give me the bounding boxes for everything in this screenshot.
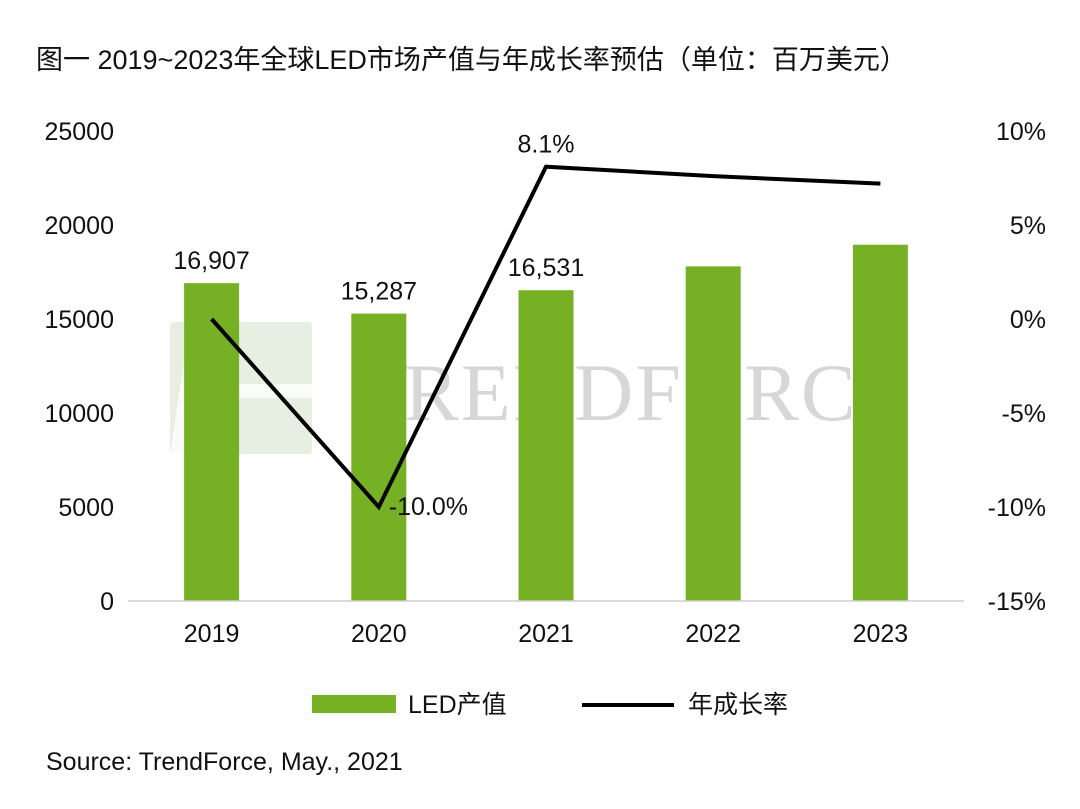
- bar-2019: [184, 283, 240, 601]
- right-axis-tick: 5%: [1010, 212, 1046, 240]
- x-axis-tick: 2021: [518, 620, 574, 648]
- line-data-label: -10.0%: [389, 493, 468, 521]
- bar-2021: [518, 290, 574, 601]
- x-axis-tick: 2020: [351, 620, 407, 648]
- left-axis-tick: 10000: [44, 400, 114, 428]
- legend-bar-label: LED产值: [408, 691, 507, 719]
- bar-2023: [852, 244, 908, 602]
- left-axis-tick: 5000: [58, 494, 114, 522]
- x-axis-tick: 2023: [853, 620, 909, 648]
- left-axis-tick: 0: [100, 588, 114, 616]
- legend-line-label: 年成长率: [688, 691, 788, 719]
- growth-rate-line: [210, 164, 881, 511]
- x-axis-tick: 2022: [685, 620, 741, 648]
- legend-bar-swatch: [312, 695, 396, 713]
- right-axis-tick: -5%: [1002, 400, 1046, 428]
- right-axis-tick: 10%: [996, 118, 1046, 146]
- bar-data-label: 16,531: [508, 254, 584, 282]
- x-axis-tick: 2019: [184, 620, 240, 648]
- right-axis-tick: 0%: [1010, 306, 1046, 334]
- right-axis-tick: -10%: [988, 494, 1046, 522]
- left-axis-tick: 20000: [44, 212, 114, 240]
- bar-data-label: 15,287: [341, 278, 417, 306]
- line-data-label: 8.1%: [518, 131, 575, 159]
- left-axis-tick: 25000: [44, 118, 114, 146]
- bar-data-label: 16,907: [173, 247, 249, 275]
- chart-title: 图一 2019~2023年全球LED市场产值与年成长率预估（单位：百万美元）: [36, 45, 907, 75]
- bar-2022: [685, 266, 741, 601]
- source-note: Source: TrendForce, May., 2021: [46, 748, 403, 776]
- right-axis-tick: -15%: [988, 588, 1046, 616]
- bar-2020: [351, 313, 407, 601]
- legend: LED产值 年成长率: [312, 691, 788, 719]
- watermark-text: TRENDFORCE: [352, 347, 910, 438]
- left-axis-tick: 15000: [44, 306, 114, 334]
- watermark-logo-bar: [232, 384, 312, 398]
